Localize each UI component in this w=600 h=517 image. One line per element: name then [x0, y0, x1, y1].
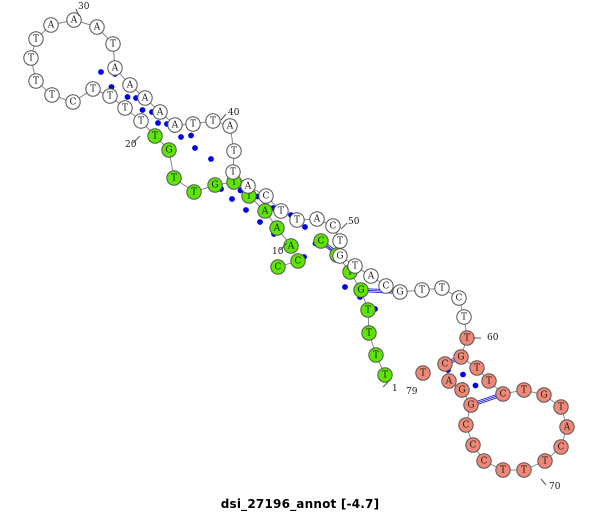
base-node: T: [102, 88, 118, 104]
base-node: A: [107, 60, 123, 76]
base-node: T: [516, 462, 532, 478]
base-node: G: [536, 387, 552, 403]
base-node: C: [437, 356, 453, 372]
base-node: A: [257, 203, 273, 219]
base-node: A: [167, 117, 183, 133]
base-node: C: [258, 188, 274, 204]
base-node: C: [378, 278, 394, 294]
base-node: G: [353, 282, 369, 298]
base-node: T: [332, 233, 348, 249]
base-node: G: [454, 382, 470, 398]
base-node: G: [463, 397, 479, 413]
base-node: C: [325, 218, 341, 234]
base-node: T: [185, 116, 201, 132]
base-node: C: [553, 439, 569, 455]
base-node-layer: TTTTGTACCCAAATTGTTGTTTTTCTTTTAAATAAAAATT…: [23, 12, 575, 478]
base-node: T: [415, 365, 431, 381]
base-node: T: [537, 453, 553, 469]
position-tick-layer: [75, 8, 547, 486]
base-node: T: [28, 73, 44, 89]
base-node: T: [147, 128, 163, 144]
base-node: T: [105, 36, 121, 52]
position-label: 50: [348, 217, 360, 227]
base-node: T: [117, 100, 133, 116]
position-label: 10: [272, 247, 284, 257]
base-node: T: [377, 367, 393, 383]
base-node: T: [289, 212, 305, 228]
figure-caption: dsi_27196_annot [-4.7]: [220, 496, 380, 511]
base-node: C: [290, 253, 306, 269]
base-node: C: [465, 437, 481, 453]
position-label: 40: [228, 108, 240, 118]
base-node: T: [23, 50, 39, 66]
base-node: T: [495, 462, 511, 478]
base-node: T: [459, 330, 475, 346]
rna-structure-panel: TTTTGTACCCAAATTGTTGTTTTTCTTTTAAATAAAAATT…: [23, 2, 575, 490]
base-node: A: [222, 118, 238, 134]
base-node: T: [205, 113, 221, 129]
base-node: G: [332, 248, 348, 264]
base-node: C: [495, 386, 511, 402]
position-label-layer: 1 79 10 20 30 40 50 60 70: [78, 2, 561, 490]
base-node: A: [137, 90, 153, 106]
base-node: A: [269, 220, 285, 236]
base-node: T: [516, 382, 532, 398]
base-node: A: [441, 373, 457, 389]
base-node: A: [43, 17, 59, 33]
base-node: A: [363, 268, 379, 284]
caption-bar: dsi_27196_annot [-4.7]: [0, 490, 600, 517]
position-label: 70: [549, 482, 561, 490]
rna-secondary-structure-diagram: TTTTGTACCCAAATTGTTGTTTTTCTTTTAAATAAAAATT…: [23, 2, 575, 490]
base-node: T: [273, 203, 289, 219]
base-node: C: [313, 233, 329, 249]
base-node: T: [28, 31, 44, 47]
base-node: C: [476, 453, 492, 469]
base-node: C: [270, 259, 286, 275]
base-node: A: [152, 104, 168, 120]
base-node: T: [456, 309, 472, 325]
base-node: T: [225, 164, 241, 180]
base-node: A: [309, 211, 325, 227]
base-node: T: [226, 143, 242, 159]
base-node: A: [283, 238, 299, 254]
base-node: T: [347, 258, 363, 274]
base-node: A: [122, 77, 138, 93]
base-node: G: [392, 284, 408, 300]
base-node: A: [240, 178, 256, 194]
base-node: A: [89, 19, 105, 35]
base-node: G: [207, 177, 223, 193]
position-label: 79: [406, 387, 418, 397]
base-node: T: [361, 325, 377, 341]
position-label: 30: [78, 2, 90, 12]
base-node: T: [368, 347, 384, 363]
base-node: A: [559, 419, 575, 435]
base-node: T: [469, 360, 485, 376]
base-node: T: [133, 113, 149, 129]
position-label: 1: [392, 384, 398, 394]
base-node: T: [434, 280, 450, 296]
base-node: T: [553, 399, 569, 415]
position-label: 60: [487, 333, 499, 343]
base-node: G: [453, 349, 469, 365]
base-node: T: [85, 81, 101, 97]
base-node: T: [360, 302, 376, 318]
base-node: C: [458, 417, 474, 433]
base-node: T: [481, 373, 497, 389]
position-label: 20: [125, 140, 137, 150]
base-node: C: [451, 290, 467, 306]
base-node: T: [186, 184, 202, 200]
base-node: T: [414, 282, 430, 298]
base-node: T: [44, 87, 60, 103]
base-node: T: [166, 170, 182, 186]
base-node: G: [161, 142, 177, 158]
base-node: C: [65, 94, 81, 110]
